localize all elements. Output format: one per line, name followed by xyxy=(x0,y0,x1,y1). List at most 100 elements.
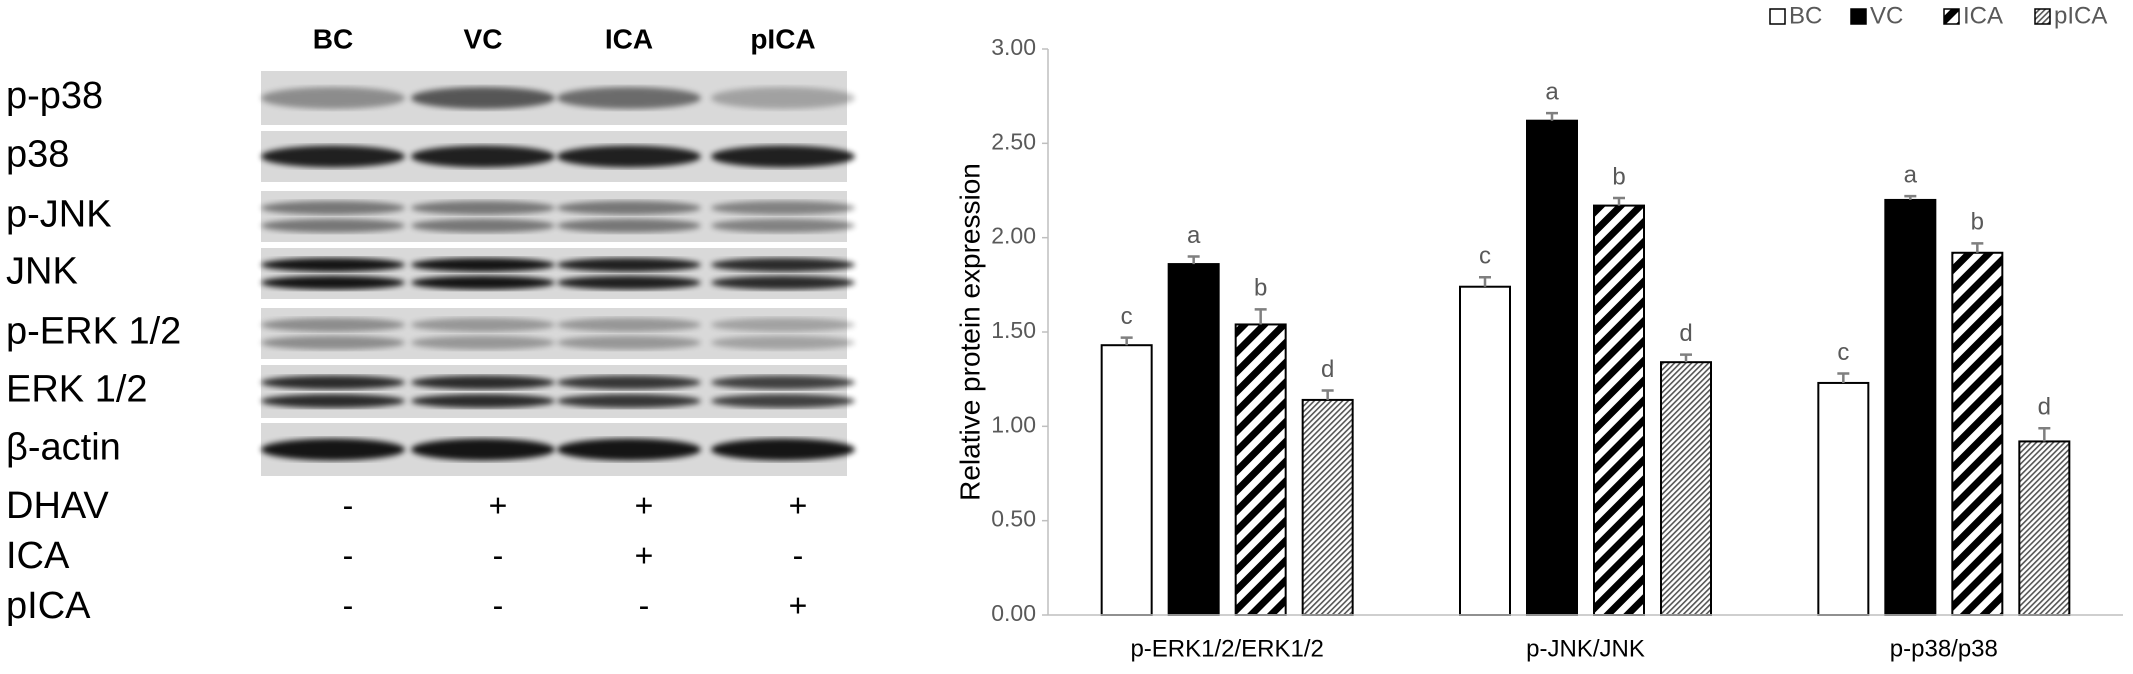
treatment-sign: - xyxy=(343,487,354,523)
blot-strip xyxy=(261,308,847,359)
significance-letter: b xyxy=(1254,275,1267,302)
bar xyxy=(1459,285,1511,616)
band xyxy=(261,438,405,461)
band xyxy=(411,257,555,272)
band xyxy=(411,335,555,350)
error-bar xyxy=(1254,308,1267,325)
bar xyxy=(1167,263,1220,616)
legend-label: VC xyxy=(1870,2,1903,29)
band xyxy=(557,275,701,290)
band xyxy=(711,438,855,461)
legend-swatch xyxy=(2034,8,2051,25)
band xyxy=(261,394,405,409)
band xyxy=(411,394,555,409)
lane-label: pICA xyxy=(750,23,815,54)
treatment-sign: - xyxy=(343,537,354,573)
error-bar xyxy=(1837,372,1850,383)
treatment-sign: - xyxy=(793,537,804,573)
significance-letter: d xyxy=(2038,394,2051,421)
error-bar xyxy=(1479,276,1491,287)
band xyxy=(711,317,855,332)
band xyxy=(711,87,855,109)
significance-letter: b xyxy=(1612,163,1625,190)
row-label: JNK xyxy=(6,251,78,293)
band xyxy=(557,218,701,233)
y-tick-label: 3.00 xyxy=(991,34,1036,60)
band xyxy=(711,275,855,290)
error-bar xyxy=(1613,196,1625,206)
significance-letter: d xyxy=(1321,356,1334,383)
band xyxy=(411,438,555,461)
legend-swatch xyxy=(1943,8,1960,25)
bar xyxy=(1660,361,1712,617)
blot-strip xyxy=(261,248,847,299)
band xyxy=(711,145,855,168)
band xyxy=(261,257,405,272)
treatment-label: pICA xyxy=(6,585,91,627)
bar-chart: Relative protein expression 0.00 0.50 1.00 1… xyxy=(954,2,2123,662)
lane-label: ICA xyxy=(605,23,653,54)
band xyxy=(411,317,555,332)
band xyxy=(557,375,701,390)
row-label: ERK 1/2 xyxy=(6,369,148,411)
bar xyxy=(1593,204,1645,617)
band xyxy=(261,335,405,350)
x-tick-label: p-JNK/JNK xyxy=(1526,635,1645,662)
y-tick-label: 1.00 xyxy=(991,411,1036,437)
band xyxy=(261,275,405,290)
band xyxy=(411,218,555,233)
treatment-sign: - xyxy=(343,587,354,623)
legend-label: ICA xyxy=(1963,2,2003,29)
error-bar xyxy=(1680,353,1692,363)
legend-swatch xyxy=(1769,8,1786,25)
lane-label: BC xyxy=(313,23,353,54)
significance-letter: a xyxy=(1904,162,1918,189)
band xyxy=(261,87,405,109)
significance-letter: a xyxy=(1187,222,1201,249)
error-bar xyxy=(1120,336,1133,346)
treatment-sign: - xyxy=(639,587,650,623)
band xyxy=(557,335,701,350)
row-label: p-p38 xyxy=(6,75,103,117)
legend-swatch xyxy=(1850,8,1867,25)
row-label: p-JNK xyxy=(6,194,112,236)
significance-letter: b xyxy=(1971,209,1984,236)
band xyxy=(711,200,855,215)
band xyxy=(557,438,701,461)
band xyxy=(711,394,855,409)
bar xyxy=(1234,323,1287,616)
band xyxy=(557,257,701,272)
error-bar xyxy=(1546,111,1558,121)
band xyxy=(557,200,701,215)
band xyxy=(711,375,855,390)
band xyxy=(711,257,855,272)
lane-label: VC xyxy=(464,23,503,54)
band xyxy=(261,317,405,332)
error-bar xyxy=(1321,389,1334,400)
bar xyxy=(1817,381,1870,616)
band xyxy=(411,145,555,168)
legend-label: BC xyxy=(1789,2,1822,29)
y-tick-label: 2.50 xyxy=(991,128,1036,154)
bar xyxy=(1884,198,1937,617)
treatment-label: ICA xyxy=(6,535,70,577)
treatment-sign: + xyxy=(789,487,808,523)
band xyxy=(261,200,405,215)
treatment-sign: - xyxy=(493,587,504,623)
bar xyxy=(1100,344,1153,616)
bar xyxy=(1301,398,1354,617)
western-blot: BC VC ICA pICA p-p38 p38 p-JNK JNK p-ERK 1/2 ERK … xyxy=(6,23,855,627)
treatment-sign: + xyxy=(489,487,508,523)
y-tick-label: 1.50 xyxy=(991,317,1036,343)
error-bar xyxy=(1904,194,1917,200)
row-label: β-actin xyxy=(6,427,121,469)
significance-letter: c xyxy=(1121,303,1133,330)
treatment-sign: - xyxy=(493,537,504,573)
y-tick-label: 0.50 xyxy=(991,506,1036,532)
band xyxy=(557,394,701,409)
band xyxy=(557,87,701,109)
treatment-sign: + xyxy=(635,487,654,523)
band xyxy=(711,218,855,233)
bar xyxy=(2018,440,2071,616)
x-tick-label: p-p38/p38 xyxy=(1890,635,1998,662)
